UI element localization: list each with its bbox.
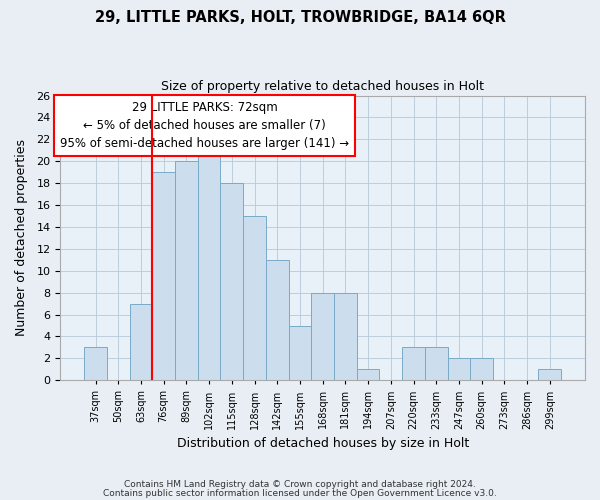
Text: 29 LITTLE PARKS: 72sqm
← 5% of detached houses are smaller (7)
95% of semi-detac: 29 LITTLE PARKS: 72sqm ← 5% of detached … [60,101,349,150]
Bar [84,348,107,380]
Bar [289,326,311,380]
Y-axis label: Number of detached properties: Number of detached properties [15,140,28,336]
Bar [266,260,289,380]
Text: Contains public sector information licensed under the Open Government Licence v3: Contains public sector information licen… [103,490,497,498]
X-axis label: Distribution of detached houses by size in Holt: Distribution of detached houses by size … [176,437,469,450]
Title: Size of property relative to detached houses in Holt: Size of property relative to detached ho… [161,80,484,93]
Bar [130,304,152,380]
Text: Contains HM Land Registry data © Crown copyright and database right 2024.: Contains HM Land Registry data © Crown c… [124,480,476,489]
Bar [198,140,220,380]
Bar [334,292,357,380]
Bar [538,370,561,380]
Bar [425,348,448,380]
Bar [470,358,493,380]
Bar [220,183,243,380]
Text: 29, LITTLE PARKS, HOLT, TROWBRIDGE, BA14 6QR: 29, LITTLE PARKS, HOLT, TROWBRIDGE, BA14… [95,10,505,25]
Bar [448,358,470,380]
Bar [357,370,379,380]
Bar [152,172,175,380]
Bar [402,348,425,380]
Bar [311,292,334,380]
Bar [175,162,198,380]
Bar [243,216,266,380]
